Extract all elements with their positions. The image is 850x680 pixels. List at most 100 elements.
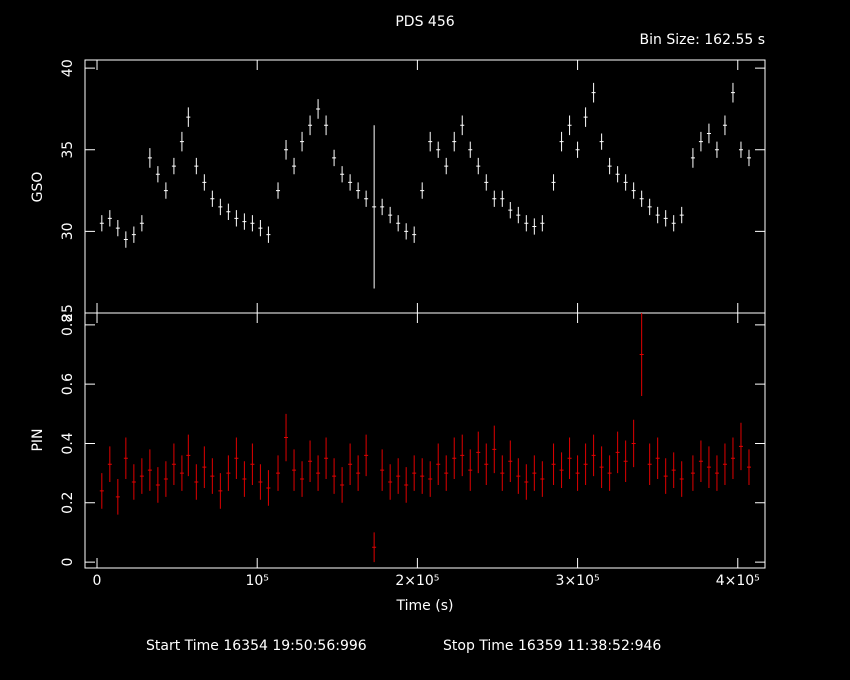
error-point bbox=[524, 215, 529, 232]
error-point bbox=[356, 182, 361, 199]
error-point bbox=[436, 443, 441, 485]
error-point bbox=[107, 210, 112, 227]
error-point bbox=[186, 434, 191, 477]
error-point bbox=[412, 455, 417, 491]
error-point bbox=[226, 203, 231, 220]
error-point bbox=[460, 115, 465, 136]
error-point bbox=[396, 215, 401, 232]
error-point bbox=[599, 446, 604, 488]
error-point bbox=[123, 231, 128, 248]
y-tick-label: 0.8 bbox=[60, 314, 76, 336]
error-point bbox=[690, 455, 695, 491]
error-point bbox=[348, 174, 353, 191]
error-point bbox=[746, 449, 751, 485]
error-point bbox=[380, 198, 385, 216]
error-point bbox=[647, 443, 652, 485]
error-point bbox=[567, 115, 572, 136]
error-point bbox=[364, 190, 369, 207]
error-point bbox=[730, 82, 735, 103]
error-point bbox=[714, 455, 719, 491]
error-point bbox=[202, 446, 207, 488]
error-point bbox=[436, 141, 441, 158]
error-point bbox=[706, 446, 711, 488]
error-point bbox=[147, 449, 152, 491]
error-point bbox=[308, 440, 313, 483]
error-point bbox=[420, 458, 425, 494]
error-point bbox=[428, 131, 433, 152]
error-point bbox=[171, 157, 176, 175]
error-point bbox=[340, 166, 345, 183]
error-point bbox=[372, 532, 377, 563]
error-point bbox=[179, 455, 184, 491]
error-point bbox=[730, 437, 735, 480]
error-point bbox=[266, 226, 271, 243]
error-point bbox=[258, 464, 263, 500]
error-point bbox=[492, 425, 497, 474]
error-point bbox=[139, 215, 144, 232]
error-point bbox=[575, 455, 580, 491]
error-point bbox=[234, 437, 239, 480]
error-point bbox=[226, 455, 231, 491]
error-point bbox=[284, 413, 289, 462]
stop-time: Stop Time 16359 11:38:52:946 bbox=[443, 638, 661, 654]
error-point bbox=[639, 190, 644, 207]
error-point bbox=[348, 443, 353, 485]
error-point bbox=[639, 313, 644, 397]
y-axis-label: PIN bbox=[30, 428, 46, 451]
error-point bbox=[663, 210, 668, 227]
error-point bbox=[420, 182, 425, 199]
panel-frame bbox=[84, 312, 766, 569]
error-point bbox=[179, 131, 184, 152]
error-point bbox=[194, 157, 199, 175]
x-tick-label: 2×10⁵ bbox=[395, 573, 439, 589]
error-point bbox=[516, 458, 521, 494]
error-point bbox=[444, 157, 449, 175]
error-point bbox=[500, 455, 505, 491]
y-tick-label: 35 bbox=[60, 141, 76, 159]
error-point bbox=[583, 443, 588, 485]
error-point bbox=[476, 157, 481, 175]
y-tick-label: 40 bbox=[60, 59, 76, 77]
error-point bbox=[428, 461, 433, 497]
error-point bbox=[540, 215, 545, 232]
error-point bbox=[468, 449, 473, 491]
chart-title: PDS 456 bbox=[395, 14, 454, 30]
error-point bbox=[532, 455, 537, 491]
error-point bbox=[452, 131, 457, 152]
error-point bbox=[615, 431, 620, 474]
error-point bbox=[615, 166, 620, 183]
error-point bbox=[131, 226, 136, 243]
error-point bbox=[583, 107, 588, 127]
error-point bbox=[155, 467, 160, 503]
error-point bbox=[444, 455, 449, 491]
error-point bbox=[202, 174, 207, 191]
error-point bbox=[623, 440, 628, 483]
error-point bbox=[671, 452, 676, 488]
start-time: Start Time 16354 19:50:56:996 bbox=[146, 638, 367, 654]
error-point bbox=[276, 182, 281, 199]
error-point bbox=[567, 437, 572, 480]
error-point bbox=[276, 455, 281, 491]
error-point bbox=[679, 461, 684, 497]
error-point bbox=[250, 215, 255, 232]
error-point bbox=[99, 473, 104, 509]
error-point bbox=[316, 99, 321, 119]
error-point bbox=[218, 473, 223, 509]
error-point bbox=[115, 479, 120, 515]
error-point bbox=[324, 437, 329, 480]
error-point bbox=[599, 133, 604, 150]
error-point bbox=[186, 107, 191, 127]
error-point bbox=[107, 446, 112, 483]
y-tick-label: 25 bbox=[60, 304, 76, 322]
error-point bbox=[671, 215, 676, 232]
y-tick-label: 0.6 bbox=[60, 373, 76, 395]
error-point bbox=[484, 174, 489, 191]
error-point bbox=[607, 157, 612, 175]
error-point bbox=[316, 455, 321, 491]
x-axis-label: Time (s) bbox=[396, 598, 454, 614]
error-point bbox=[591, 434, 596, 477]
error-point bbox=[647, 198, 652, 216]
error-point bbox=[332, 458, 337, 494]
y-axis-label: GSO bbox=[30, 172, 46, 203]
